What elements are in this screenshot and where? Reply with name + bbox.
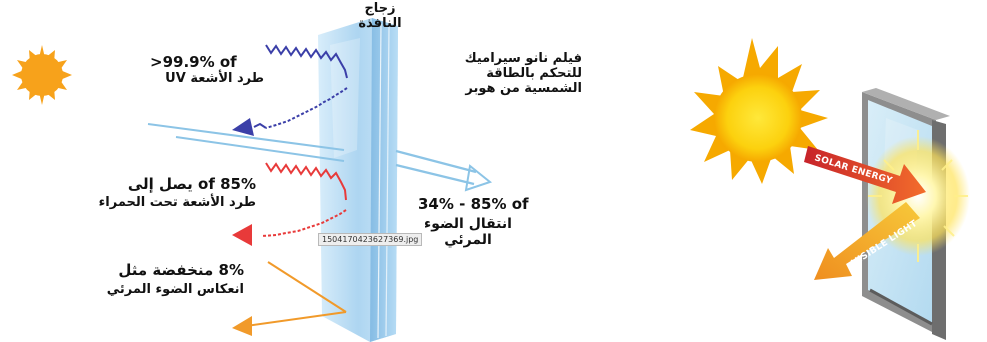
infrared-ray <box>232 162 347 246</box>
infrared-value: 85% of يصل إلى <box>127 175 256 193</box>
uv-value: >99.9% of <box>150 53 237 71</box>
uv-caption: طرد الأشعة UV <box>165 71 264 86</box>
window-glass-label: زجاج النافذة <box>358 1 402 31</box>
right-diagram-graphics: SOLAR ENERGY VISIBLE LIGHT <box>690 38 970 340</box>
uv-ray <box>232 44 348 136</box>
left-diagram: زجاج النافذة فيلم نانو سيراميك للتحكم با… <box>12 1 582 342</box>
sun-icon <box>12 45 72 105</box>
visible-transmission-value: 34% - 85% of <box>418 195 529 213</box>
reflection-ray <box>232 261 347 336</box>
right-diagram: SOLAR ENERGY VISIBLE LIGHT <box>600 0 987 342</box>
visible-transmission-caption: انتقال الضوء المرئي <box>424 216 512 249</box>
film-label: فيلم نانو سيراميك للتحكم بالطاقة الشمسية… <box>464 51 582 96</box>
visible-light-ray <box>147 123 493 192</box>
window-glass <box>318 18 398 342</box>
sun-icon <box>690 38 828 184</box>
infrared-caption: طرد الأشعة تحت الحمراء <box>98 195 256 210</box>
image-filename-tooltip: 1504170423627369.jpg <box>318 233 423 246</box>
reflection-caption: انعكاس الضوء المرئي <box>106 282 244 297</box>
left-diagram-graphics <box>12 18 493 342</box>
reflection-value: 8% منخفضة مثل <box>118 261 244 279</box>
